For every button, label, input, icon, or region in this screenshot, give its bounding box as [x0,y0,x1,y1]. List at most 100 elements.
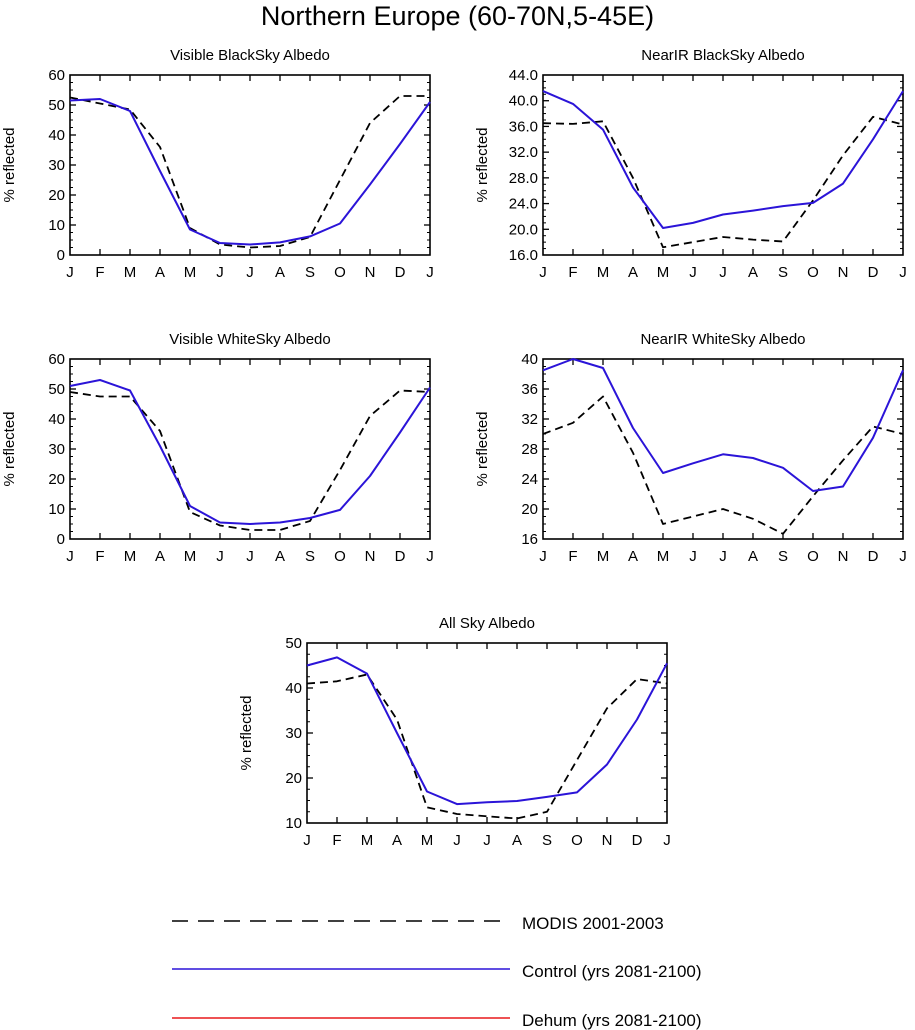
x-tick-label: O [571,832,583,849]
series-line-control [542,90,904,229]
legend-label-control: Control (yrs 2081-2100) [522,962,702,981]
x-tick-label: F [95,548,104,565]
x-tick-label: A [628,548,638,565]
plot-frame [542,74,904,256]
x-tick-label: O [334,264,346,281]
x-tick-label: J [426,548,434,565]
series-line-control [306,656,668,806]
x-tick-label: D [868,548,879,565]
x-tick-label: M [657,548,670,565]
y-tick-label: 32.0 [509,144,538,161]
series-line-modis [69,389,431,531]
series-line-modis [69,95,430,249]
x-tick-label: J [216,548,224,565]
plot-frame [542,358,904,540]
y-tick-label: 10 [48,217,65,234]
panel-title: Visible BlackSky Albedo [170,47,330,64]
y-tick-label: 30 [48,441,65,458]
x-tick-label: M [184,548,197,565]
x-tick-label: S [778,264,788,281]
x-tick-label: N [838,548,849,565]
x-tick-label: J [246,548,254,565]
x-tick-label: J [66,264,74,281]
x-tick-label: J [689,264,697,281]
y-axis-label: % reflected [1,411,18,486]
y-tick-label: 40 [521,351,538,368]
x-tick-label: M [184,264,197,281]
x-tick-label: F [568,264,577,281]
x-tick-label: J [66,548,74,565]
y-tick-label: 20 [285,770,302,787]
y-tick-label: 20.0 [509,221,538,238]
x-tick-label: M [597,264,610,281]
y-tick-label: 0 [57,531,65,548]
y-axis-label: % reflected [238,695,255,770]
x-tick-label: J [246,264,254,281]
x-tick-label: N [365,264,376,281]
x-tick-label: J [899,264,907,281]
x-tick-label: N [838,264,849,281]
y-tick-label: 10 [48,501,65,518]
y-tick-label: 32 [521,411,538,428]
y-tick-label: 20 [521,501,538,518]
x-tick-label: J [303,832,311,849]
x-tick-label: J [426,264,434,281]
x-tick-label: J [216,264,224,281]
x-tick-label: S [305,548,315,565]
y-axis-label: % reflected [1,127,18,202]
y-tick-label: 20 [48,187,65,204]
x-tick-label: M [597,548,610,565]
y-tick-label: 40 [48,127,65,144]
x-tick-label: A [748,548,758,565]
y-tick-label: 50 [285,635,302,652]
x-tick-label: M [124,548,137,565]
y-tick-label: 40 [48,411,65,428]
x-tick-label: J [719,548,727,565]
x-tick-label: F [568,548,577,565]
y-tick-label: 30 [48,157,65,174]
panel-title: NearIR BlackSky Albedo [641,47,804,64]
x-tick-label: J [483,832,491,849]
y-tick-label: 28 [521,441,538,458]
chart-panel-2: NearIR BlackSky Albedo % reflected J F M A M J J… [474,47,907,281]
x-tick-label: J [453,832,461,849]
x-tick-label: A [275,548,285,565]
series-line-control [542,358,904,492]
y-tick-label: 30 [285,725,302,742]
y-tick-label: 40.0 [509,93,538,110]
x-tick-label: M [421,832,434,849]
x-tick-label: S [542,832,552,849]
chart-panels: Visible BlackSky Albedo % reflected J F M A M J… [1,47,907,849]
y-tick-label: 36.0 [509,118,538,135]
y-tick-label: 28.0 [509,170,538,187]
x-tick-label: J [663,832,671,849]
x-tick-label: J [719,264,727,281]
x-tick-label: J [899,548,907,565]
x-tick-label: F [95,264,104,281]
legend-label-modis: MODIS 2001-2003 [522,914,664,933]
x-tick-label: D [395,264,406,281]
series-line-control [69,379,431,525]
y-tick-label: 16 [521,531,538,548]
panel-title: All Sky Albedo [439,615,535,632]
panel-title: Visible WhiteSky Albedo [169,331,330,348]
x-tick-label: S [778,548,788,565]
chart-panel-4: NearIR WhiteSky Albedo % reflected J F M A M J J… [474,331,907,565]
y-tick-label: 40 [285,680,302,697]
x-tick-label: A [155,548,165,565]
x-tick-label: A [512,832,522,849]
x-tick-label: O [807,264,819,281]
x-tick-label: F [332,832,341,849]
x-tick-label: D [632,832,643,849]
x-tick-label: J [539,548,547,565]
series-line-modis [306,673,668,820]
x-tick-label: D [395,548,406,565]
y-tick-label: 44.0 [509,67,538,84]
x-tick-label: N [365,548,376,565]
x-tick-label: O [334,548,346,565]
x-tick-label: A [748,264,758,281]
y-tick-label: 60 [48,67,65,84]
y-tick-label: 24 [521,471,538,488]
